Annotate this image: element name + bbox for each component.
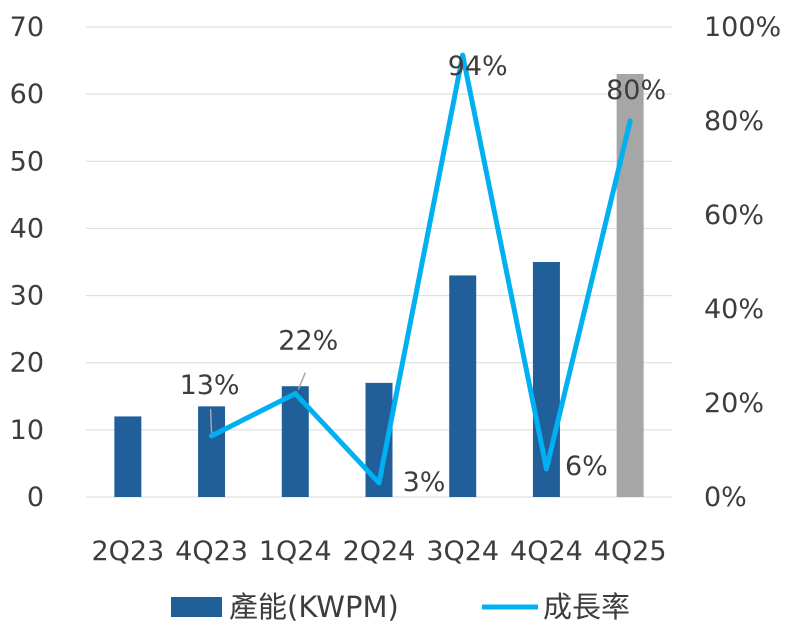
gridlines: [86, 26, 672, 498]
right-axis-tick-label: 60%: [704, 200, 764, 231]
bar: [114, 416, 142, 497]
x-axis-tick-label: 4Q24: [510, 536, 583, 567]
left-axis-tick-label: 60: [10, 79, 44, 110]
label-leader-line: [209, 408, 213, 433]
growth-rate-data-label: 94%: [448, 51, 508, 82]
left-axis-tick-label: 20: [10, 348, 44, 379]
growth-rate-data-label: 6%: [565, 451, 608, 482]
data-labels: 13% 22% 3% 94% 6% 80%: [180, 51, 667, 498]
growth-rate-point: [209, 433, 215, 439]
growth-rate-point: [292, 391, 298, 397]
growth-rate-point: [543, 466, 549, 472]
right-axis-tick-label: 20%: [704, 388, 764, 419]
legend-bar-swatch: [171, 597, 222, 617]
legend: 產能(KWPM) 成長率: [171, 590, 630, 624]
label-leader-lines: [209, 372, 306, 433]
x-axis-tick-label: 3Q24: [426, 536, 499, 567]
right-axis-tick-label: 0%: [704, 482, 747, 513]
right-axis-tick-label: 80%: [704, 106, 764, 137]
legend-label-capacity: 產能(KWPM): [229, 590, 399, 624]
x-axis-tick-label: 2Q23: [91, 536, 164, 567]
growth-rate-point: [376, 480, 382, 486]
x-axis-tick-label: 1Q24: [259, 536, 332, 567]
growth-rate-line: [209, 52, 633, 486]
legend-label-growth: 成長率: [543, 590, 630, 624]
bar: [616, 74, 644, 497]
line-series: [209, 52, 633, 486]
growth-rate-data-label: 80%: [606, 75, 666, 106]
right-axis-tick-label: 40%: [704, 294, 764, 325]
bar-series: [114, 74, 644, 497]
growth-rate-data-label: 13%: [180, 370, 240, 401]
x-axis-tick-label: 4Q23: [175, 536, 248, 567]
left-axis-tick-label: 40: [10, 213, 44, 244]
left-axis-tick-label: 0: [27, 482, 44, 513]
growth-rate-data-label: 3%: [403, 467, 446, 498]
x-axis-tick-label: 4Q25: [594, 536, 667, 567]
left-axis-tick-label: 50: [10, 146, 44, 177]
x-axis: 2Q23 4Q23 1Q24 2Q24 3Q24 4Q24 4Q25: [91, 536, 666, 567]
right-y-axis: 0% 20% 40% 60% 80% 100%: [704, 12, 781, 513]
growth-rate-point: [627, 118, 633, 124]
left-axis-tick-label: 70: [10, 12, 44, 43]
growth-rate-point: [460, 52, 466, 58]
left-axis-tick-label: 10: [10, 415, 44, 446]
bar: [449, 275, 477, 497]
x-axis-tick-label: 2Q24: [343, 536, 416, 567]
left-y-axis: 0 10 20 30 40 50 60 70: [10, 12, 44, 513]
label-leader-line: [297, 372, 306, 390]
left-axis-tick-label: 30: [10, 281, 44, 312]
right-axis-tick-label: 100%: [704, 12, 781, 43]
growth-rate-data-label: 22%: [278, 326, 338, 357]
